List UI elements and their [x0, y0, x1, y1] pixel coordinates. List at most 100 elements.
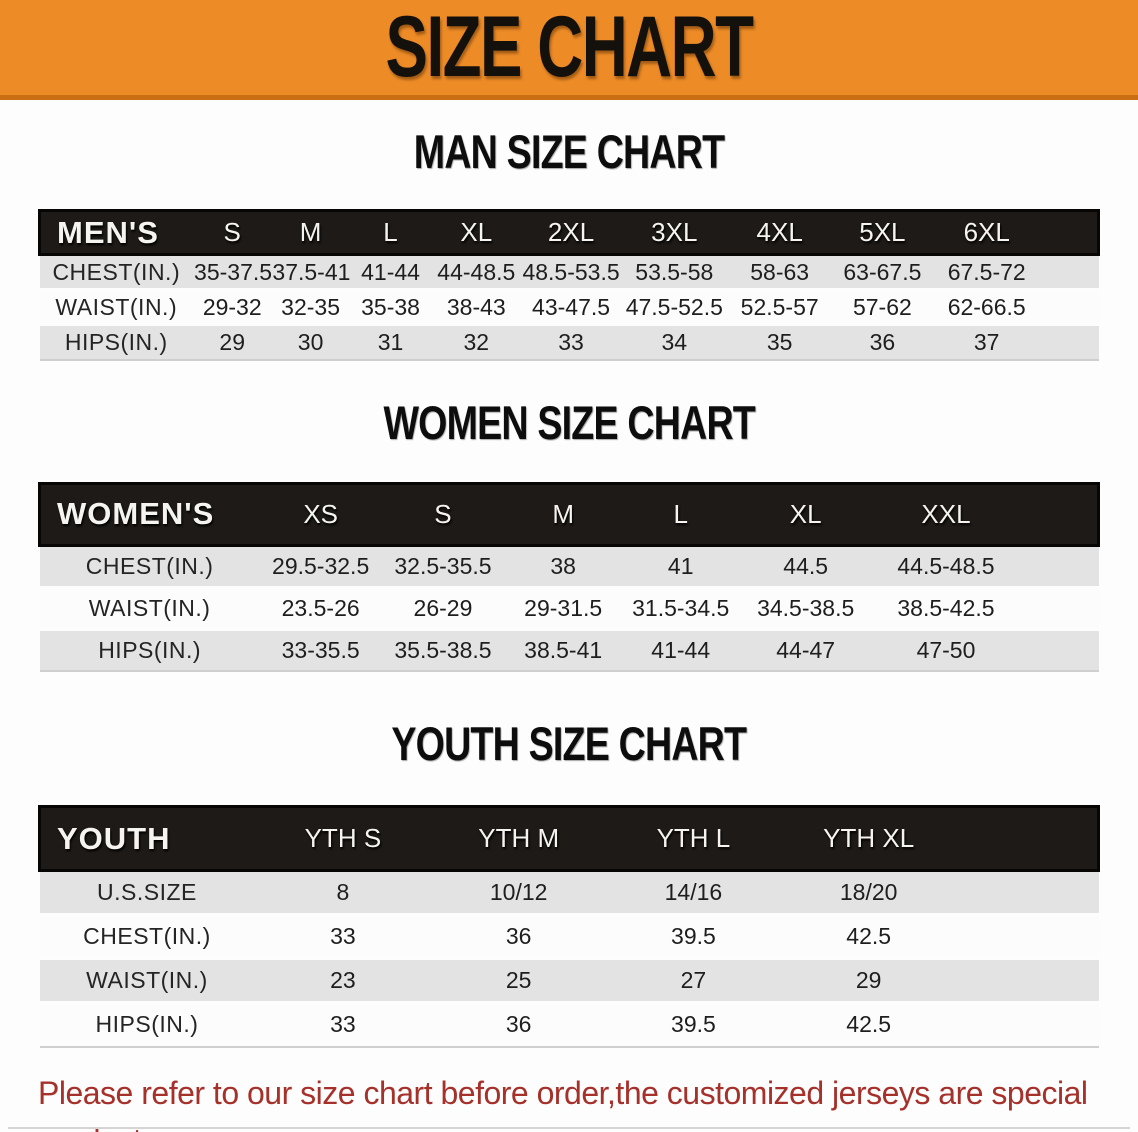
cell-filler [956, 957, 1099, 1003]
measurement-cell: 34 [620, 323, 728, 360]
size-header-row: YOUTH YTH S YTH M YTH L YTH XL [38, 805, 1100, 872]
measurement-cell: 48.5-53.5 [521, 253, 621, 290]
measurement-cell: 62-66.5 [933, 288, 1041, 325]
youth-size-table: YOUTH YTH S YTH M YTH L YTH XL U.S.SIZE 8 10/1… [38, 805, 1100, 1048]
row-label: HIPS(IN.) [39, 323, 194, 360]
size-column-header: YTH S [254, 805, 432, 872]
measurement-cell: 31 [349, 323, 432, 360]
measurement-cell: 37.5-41 [271, 253, 350, 290]
row-label: U.S.SIZE [39, 869, 255, 915]
measurement-cell: 29-31.5 [504, 585, 622, 629]
measurement-cell: 33 [254, 1001, 432, 1047]
measurement-cell: 35-38 [349, 288, 432, 325]
order-notice: Please refer to our size chart before or… [38, 1070, 1100, 1132]
measurement-row: WAIST(IN.) 29-32 32-35 35-38 38-43 43-47.5 47.… [39, 288, 1099, 325]
row-label: CHEST(IN.) [39, 913, 255, 959]
measurement-cell: 35-37.5 [193, 253, 272, 290]
cell-filler [956, 869, 1099, 915]
size-column-header: M [504, 481, 622, 547]
bottom-edge-line [8, 1127, 1130, 1129]
measurement-cell: 27 [606, 957, 781, 1003]
measurement-cell: 44-47 [739, 627, 872, 671]
cell-filler [956, 1001, 1099, 1047]
cell-filler [1020, 585, 1099, 629]
banner-title: SIZE CHART [385, 0, 754, 95]
row-label: CHEST(IN.) [39, 253, 194, 290]
measurement-cell: 29 [780, 957, 957, 1003]
measurement-cell: 34.5-38.5 [739, 585, 872, 629]
men-size-table: MEN'S S M L XL 2XL 3XL 4XL 5XL 6XL CHEST(IN.) 35-3… [38, 209, 1101, 361]
header-filler [956, 805, 1100, 872]
header-filler [1040, 209, 1101, 256]
size-column-header: 4XL [727, 209, 832, 256]
row-label: WAIST(IN.) [39, 957, 255, 1003]
measurement-cell: 8 [254, 869, 432, 915]
measurement-cell: 10/12 [431, 869, 607, 915]
measurement-cell: 31.5-34.5 [621, 585, 740, 629]
group-label: MEN'S [38, 209, 194, 256]
header-filler [1020, 481, 1101, 547]
women-section-title: WOMEN SIZE CHART [383, 395, 755, 449]
size-column-header: M [271, 209, 350, 256]
size-header-row: MEN'S S M L XL 2XL 3XL 4XL 5XL 6XL [38, 209, 1101, 256]
size-column-header: L [349, 209, 432, 256]
measurement-cell: 38-43 [431, 288, 522, 325]
measurement-cell: 32-35 [271, 288, 350, 325]
measurement-cell: 29-32 [193, 288, 272, 325]
measurement-cell: 42.5 [780, 913, 957, 959]
size-column-header: S [381, 481, 505, 547]
cell-filler [956, 913, 1099, 959]
cell-filler [1040, 253, 1099, 290]
women-size-table: WOMEN'S XS S M L XL XXL CHEST(IN.) 29.5-32.5 32.… [37, 481, 1101, 672]
size-column-header: S [193, 209, 272, 256]
measurement-cell: 47.5-52.5 [620, 288, 728, 325]
measurement-cell: 39.5 [606, 1001, 781, 1047]
measurement-cell: 58-63 [727, 253, 832, 290]
measurement-row: WAIST(IN.) 23 25 27 29 [39, 957, 1099, 1003]
measurement-row: U.S.SIZE 8 10/12 14/16 18/20 [39, 869, 1099, 915]
measurement-cell: 25 [431, 957, 607, 1003]
size-column-header: YTH M [431, 805, 607, 872]
measurement-cell: 32 [431, 323, 522, 360]
measurement-cell: 43-47.5 [521, 288, 621, 325]
size-column-header: XS [259, 481, 382, 547]
size-column-header: XXL [871, 481, 1021, 547]
group-label: WOMEN'S [37, 481, 260, 547]
row-label: HIPS(IN.) [39, 1001, 255, 1047]
measurement-cell: 26-29 [381, 585, 505, 629]
measurement-cell: 33 [254, 913, 432, 959]
measurement-cell: 47-50 [871, 627, 1021, 671]
measurement-cell: 36 [431, 913, 607, 959]
size-column-header: YTH XL [780, 805, 957, 872]
measurement-cell: 44.5-48.5 [871, 543, 1021, 587]
measurement-cell: 41-44 [349, 253, 432, 290]
measurement-cell: 42.5 [780, 1001, 957, 1047]
youth-section-title: YOUTH SIZE CHART [391, 717, 748, 770]
size-column-header: XL [739, 481, 872, 547]
measurement-row: CHEST(IN.) 29.5-32.5 32.5-35.5 38 41 44.5 44.5… [39, 543, 1099, 587]
size-chart-banner: SIZE CHART [0, 0, 1138, 100]
row-label: WAIST(IN.) [39, 288, 194, 325]
measurement-cell: 41-44 [621, 627, 740, 671]
row-label: HIPS(IN.) [39, 627, 260, 671]
measurement-cell: 52.5-57 [727, 288, 832, 325]
measurement-cell: 63-67.5 [831, 253, 934, 290]
measurement-cell: 37 [933, 323, 1041, 360]
measurement-cell: 35.5-38.5 [381, 627, 505, 671]
measurement-cell: 33-35.5 [259, 627, 382, 671]
measurement-cell: 57-62 [831, 288, 934, 325]
size-column-header: 6XL [933, 209, 1041, 256]
measurement-row: HIPS(IN.) 33-35.5 35.5-38.5 38.5-41 41-44 44-… [39, 627, 1099, 671]
group-label: YOUTH [38, 805, 255, 872]
measurement-cell: 35 [727, 323, 832, 360]
measurement-cell: 44-48.5 [431, 253, 522, 290]
measurement-row: CHEST(IN.) 33 36 39.5 42.5 [39, 913, 1099, 959]
measurement-cell: 44.5 [739, 543, 872, 587]
cell-filler [1040, 288, 1099, 325]
measurement-row: HIPS(IN.) 29 30 31 32 33 34 35 36 37 [39, 323, 1099, 360]
row-label: WAIST(IN.) [39, 585, 260, 629]
measurement-cell: 33 [521, 323, 621, 360]
measurement-cell: 32.5-35.5 [381, 543, 505, 587]
measurement-cell: 41 [621, 543, 740, 587]
